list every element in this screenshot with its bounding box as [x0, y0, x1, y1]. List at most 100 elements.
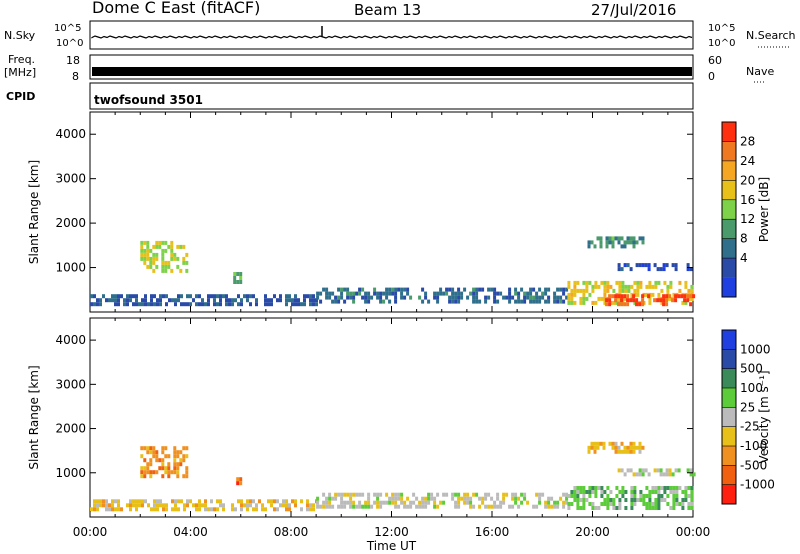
echo-cell [285, 294, 288, 299]
echo-region [617, 263, 693, 272]
echo-cell [641, 468, 645, 473]
echo-cell [565, 500, 569, 505]
echo-cell [90, 507, 93, 512]
echo-cell [421, 496, 425, 501]
echo-cell [565, 287, 569, 292]
echo-cell [451, 492, 455, 497]
echo-cell [517, 496, 521, 501]
echo-cell [400, 496, 404, 501]
echo-cell [246, 294, 249, 299]
echo-cell [499, 504, 503, 509]
echo-cell [460, 496, 464, 501]
echo-cell [597, 506, 601, 510]
echo-cell [660, 494, 664, 498]
echo-cell [322, 504, 326, 509]
echo-cell [600, 280, 604, 285]
echo-cell [147, 302, 150, 307]
echo-cell [312, 302, 315, 307]
echo-cell [231, 302, 234, 307]
echo-cell [666, 288, 670, 293]
echo-cell [258, 499, 261, 504]
echo-cell [186, 503, 189, 508]
echo-cell [597, 486, 601, 490]
echo-cell [159, 503, 162, 508]
echo-cell [645, 502, 649, 506]
echo-cell [176, 474, 180, 479]
echo-cell [149, 260, 153, 265]
echo-cell [689, 302, 693, 307]
echo-cell [636, 498, 640, 502]
echo-cell [609, 502, 613, 506]
echo-cell [397, 504, 401, 509]
echo-cell [179, 450, 183, 455]
echo-cell [364, 500, 368, 505]
echo-cell [370, 295, 374, 300]
echo-cell [520, 500, 524, 505]
echo-cell [222, 503, 225, 508]
echo-cell [651, 506, 655, 510]
echo-cell [623, 263, 627, 268]
echo-region [90, 499, 318, 512]
echo-cell [153, 499, 156, 504]
colorbar-tick-label: 16 [740, 193, 755, 207]
echo-cell [155, 264, 159, 269]
echo-cell [388, 496, 392, 501]
echo-cell [457, 492, 461, 497]
echo-cell [421, 299, 425, 304]
echo-cell [300, 499, 303, 504]
echo-cell [511, 496, 515, 501]
echo-cell [117, 298, 120, 303]
echo-cell [141, 499, 144, 504]
echo-cell [457, 500, 461, 505]
echo-cell [645, 486, 649, 490]
echo-cell [185, 252, 189, 257]
power-panel: 4000 3000 2000 1000 Slant Range [km] [27, 111, 696, 313]
echo-cell [236, 272, 240, 276]
echo-cell [686, 298, 690, 303]
echo-cell [496, 496, 500, 501]
echo-cell [391, 500, 395, 505]
echo-cell [669, 490, 673, 494]
echo-cell [397, 287, 401, 292]
echo-cell [582, 498, 586, 502]
colorbar-tick-label: 20 [740, 173, 755, 187]
echo-cell [579, 506, 583, 510]
echo-cell [666, 502, 670, 506]
echo-cell [657, 486, 661, 490]
echo-cell [529, 291, 533, 296]
echo-cell [496, 504, 500, 509]
echo-cell [328, 504, 332, 509]
echo-cell [635, 445, 639, 450]
echo-cell [355, 492, 359, 497]
echo-cell [138, 499, 141, 504]
echo-cell [570, 300, 574, 305]
echo-cell [164, 260, 168, 265]
echo-cell [108, 507, 111, 512]
echo-cell [608, 298, 612, 303]
echo-cell [599, 244, 603, 249]
echo-cell [213, 507, 216, 512]
echo-cell [424, 500, 428, 505]
echo-cell [185, 474, 189, 479]
echo-cell [173, 470, 177, 475]
echo-cell [608, 294, 612, 299]
colorbar-tick-label: 4 [740, 251, 748, 265]
noise-tick-right-bottom: 10^0 [708, 38, 736, 49]
echo-cell [328, 496, 332, 501]
echo-cell [690, 486, 694, 490]
echo-cell [240, 503, 243, 508]
echo-cell [102, 294, 105, 299]
echo-cell [593, 441, 597, 446]
echo-cell [114, 499, 117, 504]
echo-cell [618, 506, 622, 510]
echo-cell [173, 454, 177, 459]
echo-cell [185, 454, 189, 459]
echo-cell [614, 441, 618, 446]
colorbar-swatch [722, 219, 736, 239]
echo-cell [236, 481, 240, 486]
echo-cell [629, 468, 633, 473]
echo-cell [322, 492, 326, 497]
echo-cell [143, 470, 147, 475]
colorbar-tick-label: 100 [740, 381, 763, 395]
echo-cell [626, 468, 630, 473]
